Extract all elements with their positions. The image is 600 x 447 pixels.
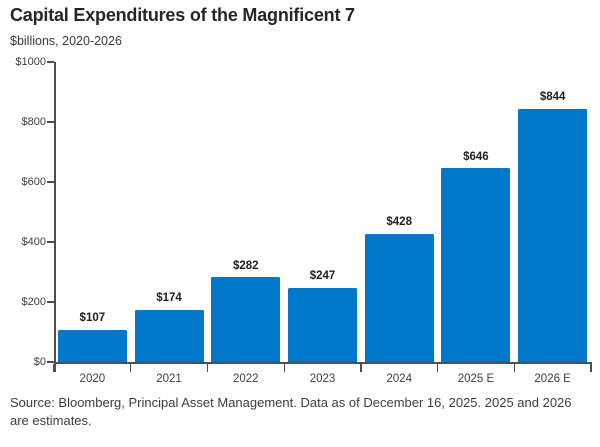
bar-value-label: $107 — [79, 312, 106, 325]
bar-2020 — [57, 329, 127, 363]
x-axis-tick — [513, 363, 515, 372]
x-axis-label-2020: 2020 — [79, 372, 106, 385]
bar-2025 E — [441, 168, 511, 363]
y-axis-tick — [47, 361, 54, 363]
bar-value-label: $247 — [309, 270, 336, 283]
x-axis-label-2023: 2023 — [309, 372, 336, 385]
bar-value-label: $428 — [386, 216, 412, 229]
x-axis-tick — [206, 363, 209, 372]
bar-value-label: $174 — [156, 292, 182, 305]
x-axis-tick — [360, 363, 362, 372]
y-axis-tick-label: $600 — [21, 175, 46, 188]
x-axis-tick — [130, 363, 132, 372]
y-axis-tick-label: $800 — [21, 115, 46, 128]
y-axis-tick — [47, 181, 54, 183]
y-axis-tick — [47, 301, 54, 303]
bar-chart: $107 $174 $282 $247 $428 $646 $844 $0 $200 $400 $6… — [15, 55, 592, 385]
x-axis-label-2026 E: 2026 E — [534, 372, 571, 385]
bar-2022 — [211, 277, 281, 363]
source-note: Source: Bloomberg, Principal Asset Manag… — [10, 395, 572, 428]
chart-subtitle: $billions, 2020-2026 — [10, 34, 122, 48]
bar-value-label: $646 — [463, 150, 489, 163]
x-axis-label-2021: 2021 — [156, 372, 182, 385]
y-axis-tick-label: $0 — [33, 355, 46, 368]
y-axis-tick — [47, 121, 54, 123]
x-axis-line — [54, 362, 592, 364]
x-axis-tick — [436, 363, 439, 372]
y-axis-tick-label: $200 — [21, 295, 46, 308]
x-axis-label-2024: 2024 — [386, 372, 412, 385]
bar-2023 — [288, 287, 357, 363]
x-axis-label-2022: 2022 — [232, 372, 259, 385]
chart-title: Capital Expenditures of the Magnificent … — [10, 5, 355, 25]
y-axis-tick — [47, 61, 54, 63]
x-axis-tick — [590, 363, 592, 372]
x-axis-tick — [283, 363, 285, 372]
bar-2026 E — [518, 108, 588, 363]
y-axis-tick — [47, 241, 54, 243]
bar-2024 — [364, 233, 434, 363]
bar-2021 — [134, 309, 204, 363]
bar-value-label: $282 — [232, 259, 259, 272]
x-axis-label-2025 E: 2025 E — [457, 372, 495, 385]
y-axis-line — [54, 62, 56, 372]
bar-value-label: $844 — [539, 91, 566, 104]
y-axis-tick-label: $400 — [21, 235, 46, 248]
y-axis-tick-label: $1000 — [15, 55, 46, 68]
